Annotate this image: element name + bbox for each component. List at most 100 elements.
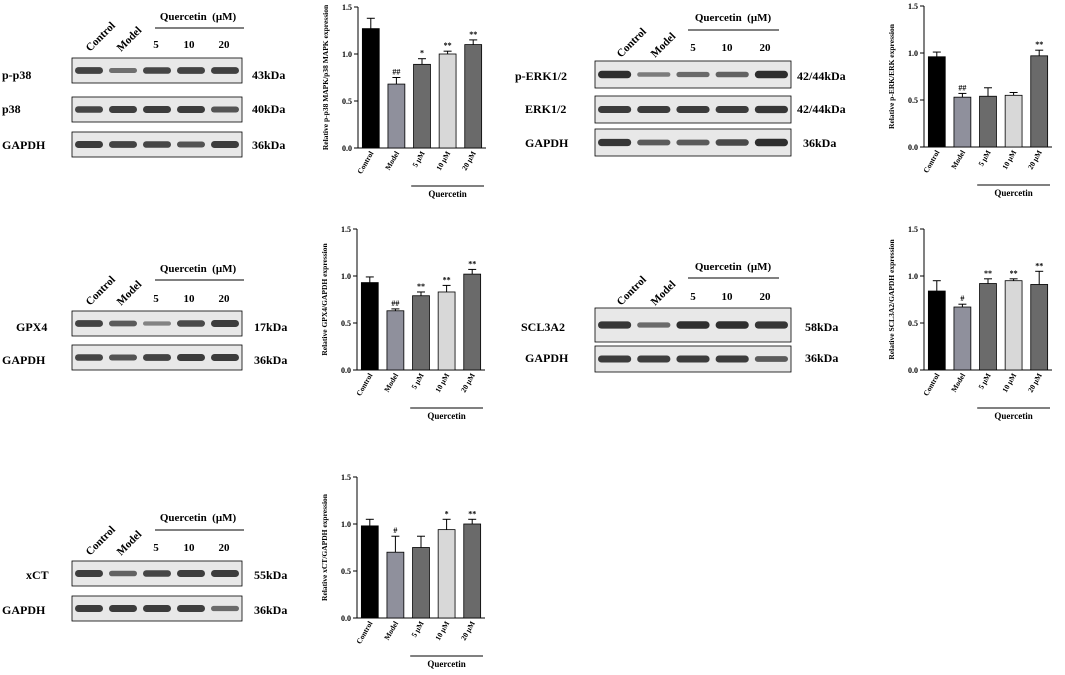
blot-band — [754, 70, 788, 79]
significance-mark: # — [960, 294, 964, 303]
blot-bands — [75, 353, 239, 362]
blot-band — [676, 105, 710, 114]
blot-row-size: 36kDa — [805, 351, 838, 365]
blot-band — [211, 570, 239, 577]
y-tick-label: 0.5 — [341, 319, 351, 328]
y-tick-label: 0.5 — [908, 96, 918, 105]
y-tick-label: 0.5 — [908, 319, 918, 328]
bar — [464, 44, 483, 149]
blot-band — [143, 141, 171, 148]
significance-mark: ** — [468, 509, 476, 518]
category-label: 20 μM — [460, 150, 478, 172]
blot-band — [637, 72, 671, 77]
blot-band — [715, 355, 749, 363]
blot-row: p-p38 43kDa — [2, 57, 285, 84]
blot-band — [143, 570, 171, 577]
blot-bands — [598, 355, 788, 363]
bar — [437, 291, 456, 371]
category-label: Control — [921, 149, 941, 175]
blot-band — [211, 353, 239, 362]
blot-band — [109, 320, 137, 327]
bar — [927, 56, 946, 148]
blot-band — [177, 354, 205, 361]
blot-band — [211, 106, 239, 113]
treatment-label: Quercetin (μM) — [160, 263, 237, 275]
blot-band — [754, 356, 788, 362]
category-label: 20 μM — [459, 372, 477, 394]
blot-band — [109, 68, 137, 73]
y-tick-label: 0.5 — [341, 567, 351, 576]
blot-band — [75, 106, 103, 113]
blot-band — [109, 605, 137, 612]
blot-band — [75, 605, 103, 612]
dose-label-10: 10 — [184, 542, 196, 554]
bar — [1004, 94, 1023, 148]
lane-label-model: Model — [115, 278, 145, 308]
y-tick-label: 1.0 — [908, 272, 918, 281]
dose-label-10: 10 — [722, 42, 734, 54]
blot-band — [754, 138, 788, 147]
dose-label-5: 5 — [690, 291, 696, 303]
blot-bands — [598, 321, 788, 329]
dose-label-20: 20 — [760, 291, 772, 303]
blot-band — [177, 605, 205, 612]
category-label: 10 μM — [434, 150, 452, 172]
bar — [387, 83, 406, 149]
significance-mark: ** — [984, 269, 992, 278]
blot-panel-erk: Control Model Quercetin (μM) 5 10 20 p-E… — [515, 12, 846, 157]
blot-bands — [75, 67, 239, 74]
dose-label-20: 20 — [219, 542, 231, 554]
significance-mark: ## — [958, 83, 966, 92]
bar — [360, 525, 379, 619]
bar — [361, 28, 380, 149]
bar — [360, 282, 379, 371]
y-axis-label: Relative SCL3A2/GAPDH expression — [887, 239, 896, 360]
dose-label-5: 5 — [153, 293, 159, 305]
significance-mark: # — [393, 526, 397, 535]
blot-band — [109, 141, 137, 148]
blot-band — [109, 354, 137, 361]
lane-label-model: Model — [115, 528, 145, 558]
blot-band — [715, 321, 749, 329]
category-label: 10 μM — [1000, 372, 1018, 394]
blot-band — [75, 320, 103, 327]
blot-band — [676, 355, 710, 363]
bar — [437, 529, 456, 619]
blot-bands — [75, 106, 239, 113]
y-axis-label: Relative p-p38 MAPK/p38 MAPK expression — [321, 4, 330, 150]
group-label: Quercetin — [994, 411, 1032, 421]
blot-row: GAPDH 36kDa — [525, 345, 838, 373]
blot-band — [143, 354, 171, 361]
blot-band — [143, 67, 171, 74]
bar — [413, 63, 431, 149]
y-tick-label: 0.0 — [341, 614, 351, 623]
category-label: Model — [382, 620, 400, 642]
blot-band — [75, 141, 103, 148]
blot-band — [637, 322, 671, 328]
bar — [463, 523, 482, 619]
significance-mark: ## — [392, 68, 400, 77]
blot-band — [177, 141, 205, 148]
blot-row-label: ERK1/2 — [525, 102, 566, 116]
blot-band — [143, 605, 171, 612]
blot-band — [598, 321, 632, 329]
category-label: 5 μM — [410, 150, 426, 169]
treatment-label: Quercetin (μM) — [160, 512, 237, 524]
treatment-label: Quercetin (μM) — [695, 12, 772, 24]
blot-row-size: 17kDa — [254, 320, 287, 334]
treatment-label: Quercetin (μM) — [695, 261, 772, 273]
group-label: Quercetin — [994, 188, 1032, 198]
blot-band — [637, 355, 671, 363]
category-label: Control — [921, 372, 941, 398]
blot-band — [177, 106, 205, 113]
dose-label-10: 10 — [722, 291, 734, 303]
blot-row: xCT 55kDa — [26, 560, 287, 587]
category-label: 20 μM — [1026, 372, 1044, 394]
y-tick-label: 1.5 — [908, 225, 918, 234]
category-label: 10 μM — [433, 620, 451, 642]
y-tick-label: 0.5 — [342, 97, 352, 106]
y-tick-label: 1.5 — [341, 473, 351, 482]
y-tick-label: 0.0 — [341, 366, 351, 375]
category-label: Control — [354, 620, 374, 646]
